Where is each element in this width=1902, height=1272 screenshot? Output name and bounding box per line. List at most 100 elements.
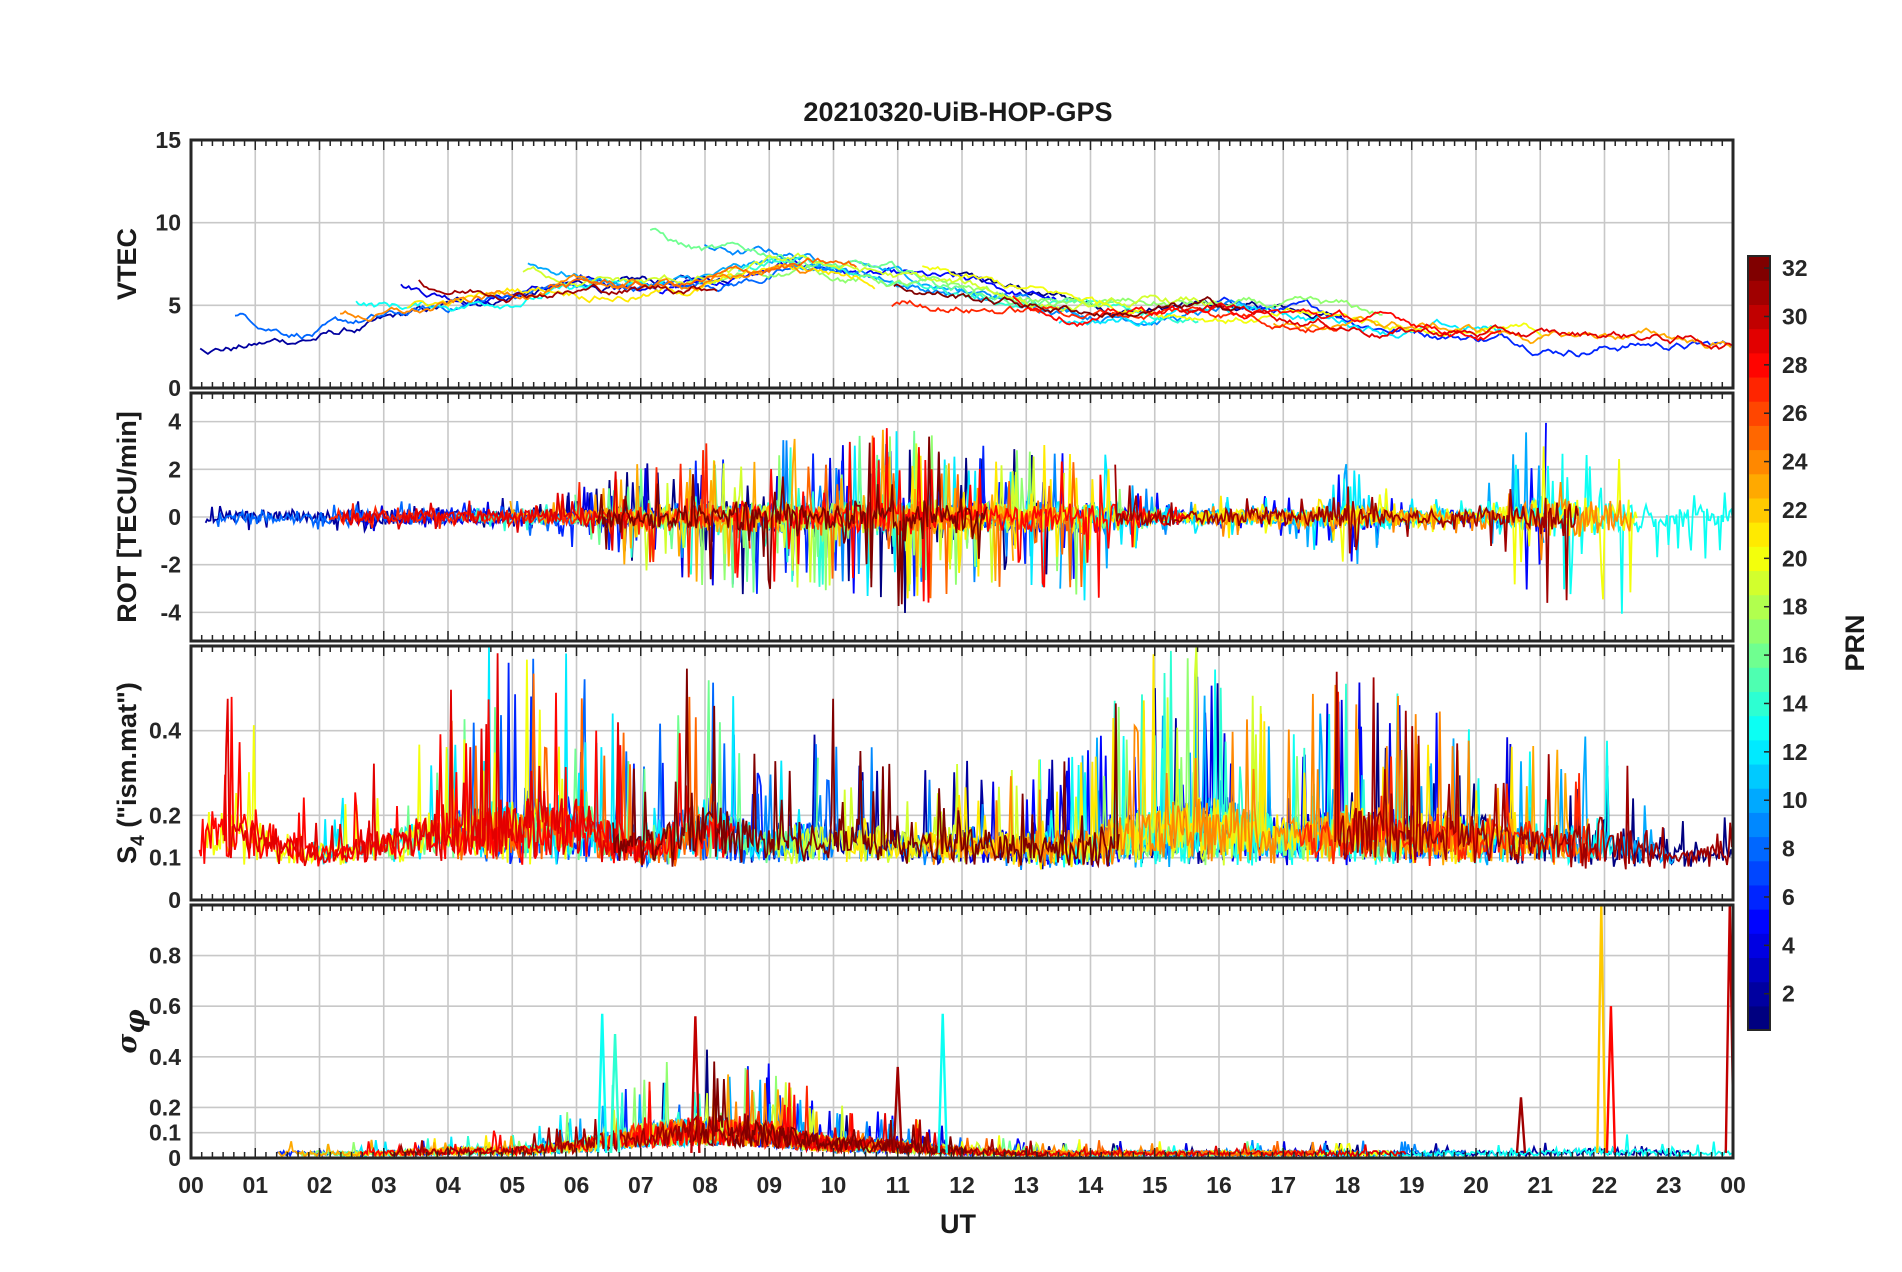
colorbar-tick-label: 10 [1782, 787, 1808, 813]
y-tick-label: 0.2 [149, 1094, 181, 1120]
y-tick-label: 0.6 [149, 993, 181, 1019]
series-line-prn-31 [1114, 464, 1579, 603]
series-line-prn-8 [234, 263, 843, 340]
y-tick-label: 0.1 [149, 1120, 181, 1146]
y-tick-label: -4 [161, 599, 182, 625]
series-line-prn-21 [845, 654, 1531, 870]
y-tick-label: 0.8 [149, 943, 181, 969]
series-line-prn-6 [1216, 296, 1732, 358]
colorbar-band [1748, 473, 1770, 499]
colorbar-band [1748, 981, 1770, 1007]
x-tick-label: 03 [371, 1172, 397, 1198]
colorbar-tick-label: 24 [1782, 449, 1808, 475]
colorbar-tick-label: 22 [1782, 497, 1808, 523]
y-axis-label: σφ [112, 1009, 151, 1054]
x-tick-label: 16 [1206, 1172, 1232, 1198]
x-tick-label: 07 [628, 1172, 654, 1198]
colorbar-band [1748, 715, 1770, 741]
x-tick-label: 10 [821, 1172, 847, 1198]
y-tick-label: 2 [168, 456, 181, 482]
colorbar-band [1748, 909, 1770, 934]
series-line-prn-23 [1272, 315, 1732, 349]
colorbar-tick-label: 6 [1782, 884, 1795, 910]
x-tick-label: 12 [949, 1172, 975, 1198]
colorbar-frame [1747, 255, 1771, 1031]
colorbar-tick-label: 12 [1782, 739, 1808, 765]
x-tick-label: 04 [435, 1172, 461, 1198]
colorbar-tick-label: 16 [1782, 642, 1808, 668]
y-tick-label: 0 [168, 504, 181, 530]
colorbar-band [1748, 401, 1770, 426]
series-line-prn-32 [689, 1061, 968, 1158]
y-tick-label: 0 [168, 375, 181, 401]
series-line-prn-17 [698, 264, 1383, 316]
colorbar-tick-label: 14 [1782, 690, 1808, 716]
panel-frame [189, 391, 1735, 643]
colorbar-band [1748, 280, 1770, 305]
colorbar-band [1748, 328, 1770, 354]
series-line-prn-29 [1178, 303, 1733, 350]
panel-frame [189, 903, 1735, 1160]
x-tick-label: 01 [242, 1172, 268, 1198]
chart-title: 20210320-UiB-HOP-GPS [803, 97, 1112, 127]
colorbar-label: PRN [1840, 614, 1870, 671]
colorbar-band [1748, 667, 1770, 692]
y-tick-label: 0 [168, 1145, 181, 1171]
colorbar-tick-label: 4 [1782, 932, 1795, 958]
x-tick-label: 22 [1592, 1172, 1618, 1198]
y-tick-label: 15 [155, 127, 181, 153]
series-line-prn-29 [340, 471, 631, 551]
spike-prn-14 [609, 1033, 621, 1153]
series-line-prn-20 [922, 265, 1543, 338]
colorbar-band [1748, 860, 1770, 886]
series-line-prn-19 [522, 252, 1215, 313]
panel-S4: 0 0.1 0.2 0.4S4 ("ism.mat") [112, 644, 1735, 913]
panel-frame [189, 644, 1735, 902]
series-line-prn-32 [595, 436, 988, 607]
colorbar-tick-label: 26 [1782, 400, 1808, 426]
colorbar-band [1748, 376, 1770, 402]
y-tick-label: 0 [168, 887, 181, 913]
colorbar-band [1748, 739, 1770, 765]
series-line-prn-2 [199, 274, 731, 356]
colorbar-band [1748, 546, 1770, 572]
traces-VTEC [199, 227, 1733, 358]
colorbar-band [1748, 788, 1770, 813]
colorbar-band [1748, 256, 1770, 281]
spike-prn-28 [1605, 1006, 1617, 1153]
series-line-prn-31 [1334, 671, 1733, 870]
colorbar-band [1748, 933, 1770, 959]
x-tick-label: 06 [564, 1172, 590, 1198]
y-tick-label: 4 [168, 409, 181, 435]
series-line-prn-32 [893, 283, 1242, 319]
y-tick-label: -2 [161, 552, 181, 578]
y-axis-label: VTEC [112, 228, 142, 300]
x-tick-label: 00 [178, 1172, 204, 1198]
panel-sigma_phi: 00.10.2 0.4 0.6 0.8 σφ [112, 903, 1735, 1171]
x-tick-label: 18 [1335, 1172, 1361, 1198]
series-line-prn-32 [612, 668, 1120, 869]
x-axis-label: UT [940, 1209, 976, 1239]
colorbar-band [1748, 425, 1770, 451]
y-tick-label: 10 [155, 210, 181, 236]
traces-sigma_phi [277, 905, 1733, 1158]
series-line-prn-29 [223, 653, 660, 867]
x-tick-label: 02 [307, 1172, 333, 1198]
y-tick-label: 5 [168, 292, 181, 318]
x-tick-label: 17 [1270, 1172, 1296, 1198]
panel-frame [189, 138, 1735, 390]
x-tick-label: 21 [1527, 1172, 1553, 1198]
x-tick-label: 13 [1013, 1172, 1039, 1198]
colorbar-band [1748, 618, 1770, 644]
colorbar-band [1748, 1005, 1770, 1031]
series-line-prn-9 [704, 243, 1253, 327]
colorbar-band [1748, 763, 1770, 789]
x-tick-label: 00 [1720, 1172, 1746, 1198]
series-line-prn-28 [198, 692, 736, 867]
colorbar-band [1748, 884, 1770, 910]
colorbar-band [1748, 352, 1770, 378]
traces-S4 [198, 646, 1733, 870]
y-tick-label: 0.4 [149, 1044, 181, 1070]
spike-prn-31 [892, 1066, 903, 1153]
